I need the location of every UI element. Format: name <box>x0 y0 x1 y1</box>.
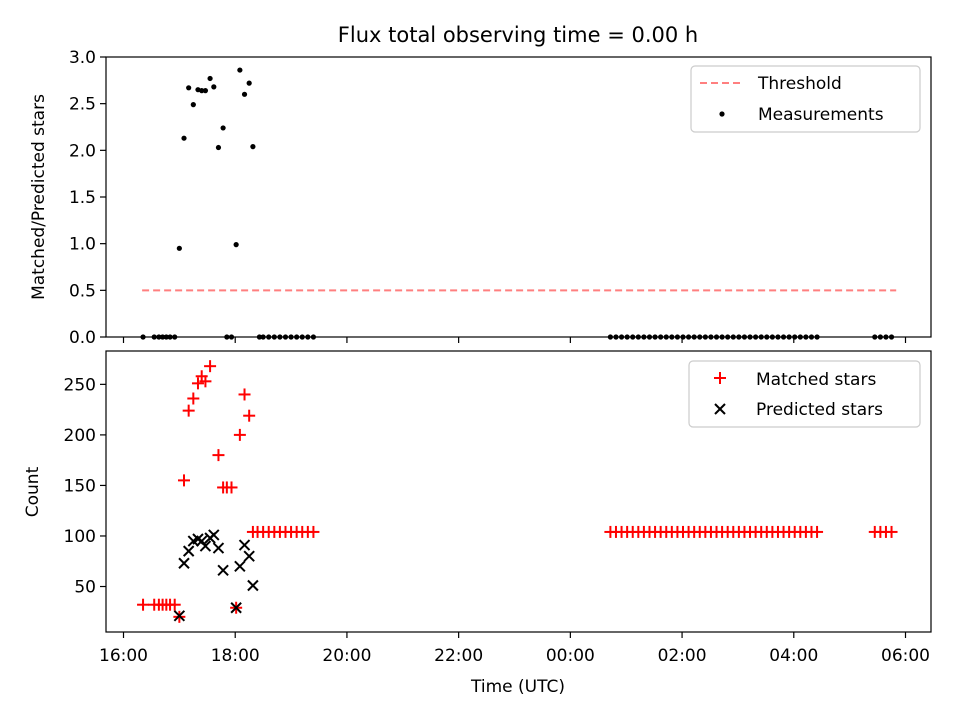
top-y-axis-label: Matched/Predicted stars <box>29 94 49 300</box>
predicted-star-point <box>234 560 246 573</box>
matched-star-point <box>307 525 320 538</box>
bottom-panel: 50 100 150 200 250 16:00 18:00 20:00 22:00 00:00… <box>23 350 932 697</box>
x-tick-label: 06:00 <box>881 646 930 666</box>
matched-star-point <box>212 449 225 462</box>
legend-threshold-label: Threshold <box>757 74 842 94</box>
matched-star-point <box>199 375 212 388</box>
measurement-point <box>246 80 252 86</box>
measurement-point <box>211 84 217 90</box>
top-y-tick-label: 3.0 <box>69 48 96 68</box>
legend-measurements-swatch <box>719 111 725 117</box>
predicted-star-point <box>247 579 259 592</box>
matched-star-point <box>238 388 251 401</box>
top-y-tick-label: 0.0 <box>69 328 96 348</box>
matched-star-point <box>191 377 204 390</box>
top-y-tick-label: 1.5 <box>69 188 96 208</box>
matched-star-point <box>885 525 898 538</box>
legend-matched-label: Matched stars <box>756 370 876 390</box>
legend-predicted-swatch <box>714 403 726 415</box>
bottom-axes-frame <box>105 350 932 633</box>
measurement-point <box>215 144 222 151</box>
bottom-y-tick-label: 100 <box>64 527 96 547</box>
legend-predicted-label: Predicted stars <box>756 400 883 420</box>
measurement-point <box>237 67 243 73</box>
predicted-star-point <box>217 564 229 577</box>
matched-star-point <box>182 404 195 417</box>
measurement-point <box>250 144 256 150</box>
top-x-ticks <box>122 337 907 343</box>
predicted-star-point <box>212 542 225 554</box>
legend-measurements-label: Measurements <box>758 105 884 125</box>
bottom-y-ticks: 50 100 150 200 250 <box>64 375 106 598</box>
measurement-point <box>233 242 239 248</box>
measurement-point <box>181 135 187 141</box>
top-y-tick-label: 2.0 <box>69 141 96 161</box>
top-y-ticks: 0.0 0.5 1.0 1.5 2.0 2.5 3.0 <box>69 48 106 348</box>
bottom-legend-box <box>688 360 921 428</box>
measurement-point <box>207 75 213 82</box>
matched-star-point <box>168 598 181 611</box>
top-y-tick-label: 0.5 <box>69 281 96 301</box>
x-tick-label: 16:00 <box>99 646 148 666</box>
measurement-point <box>241 91 248 97</box>
matched-star-point <box>811 525 824 538</box>
top-y-tick-label: 2.5 <box>69 95 96 115</box>
predicted-star-point <box>238 539 251 551</box>
predicted-star-point <box>208 529 220 541</box>
bottom-y-tick-label: 150 <box>64 476 96 496</box>
measurement-point <box>186 85 192 91</box>
top-panel: 0.0 0.5 1.0 1.5 2.0 2.5 3.0 Matched/Predicted … <box>29 48 932 348</box>
top-legend: Threshold Measurements <box>690 65 921 133</box>
matched-star-point <box>225 481 238 494</box>
matched-star-point <box>137 598 150 611</box>
x-tick-label: 02:00 <box>658 646 707 666</box>
top-legend-box <box>690 65 921 133</box>
bottom-y-tick-label: 50 <box>74 578 96 598</box>
x-tick-label: 20:00 <box>322 646 371 666</box>
measurement-point <box>190 102 196 108</box>
bottom-y-tick-label: 200 <box>64 426 96 446</box>
top-y-tick-label: 1.0 <box>69 235 96 255</box>
x-tick-label: 18:00 <box>211 646 260 666</box>
x-tick-label: 04:00 <box>769 646 818 666</box>
predicted-star-point <box>243 550 255 562</box>
predicted-star-point <box>173 610 186 622</box>
matched-star-point <box>204 360 217 373</box>
measurement-point <box>199 88 205 94</box>
bottom-plot-marks <box>137 360 898 623</box>
measurement-point <box>202 88 209 94</box>
matched-star-point <box>243 409 256 422</box>
x-tick-label: 00:00 <box>546 646 595 666</box>
x-axis-label: Time (UTC) <box>470 677 565 697</box>
matched-star-point <box>187 392 200 405</box>
predicted-star-point <box>230 602 242 614</box>
chart-title: Flux total observing time = 0.00 h <box>338 23 698 47</box>
predicted-star-point <box>182 545 195 557</box>
bottom-y-tick-label: 250 <box>64 375 96 395</box>
predicted-star-point <box>199 540 212 552</box>
bottom-y-axis-label: Count <box>23 466 43 517</box>
predicted-star-point <box>178 557 190 569</box>
bottom-x-ticks: 16:00 18:00 20:00 22:00 00:00 02:00 04:00 06:00 <box>99 632 930 666</box>
x-tick-label: 22:00 <box>434 646 483 666</box>
measurement-point <box>176 245 182 251</box>
bottom-legend: Matched stars Predicted stars <box>688 360 921 428</box>
matched-star-point <box>178 474 191 487</box>
matched-star-point <box>233 428 246 441</box>
measurement-point <box>220 125 226 131</box>
legend-matched-swatch <box>714 372 726 384</box>
